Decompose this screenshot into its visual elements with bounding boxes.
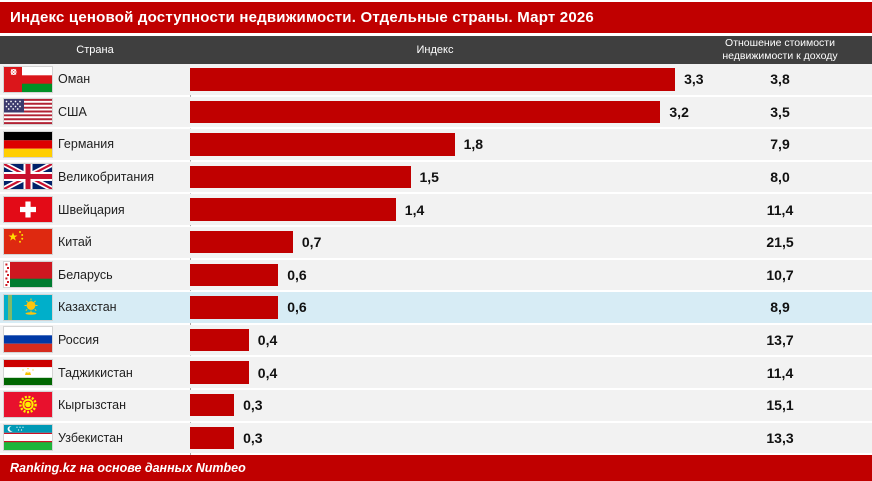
by-flag-icon <box>3 261 53 289</box>
kz-flag-icon <box>3 293 53 321</box>
country-label: Узбекистан <box>58 430 123 445</box>
country-label: Беларусь <box>58 267 113 282</box>
table-row: Оман 3,3 3,8 <box>0 64 872 95</box>
index-bar <box>190 133 455 156</box>
ratio-value-label: 13,7 <box>766 332 794 349</box>
kg-flag-icon <box>3 391 53 419</box>
cn-flag-icon <box>3 228 53 256</box>
country-label: Китай <box>58 235 92 250</box>
table-row: Великобритания 1,5 8,0 <box>0 161 872 193</box>
index-bar <box>190 198 396 221</box>
index-bar <box>190 361 249 384</box>
column-header-index: Индекс <box>416 44 454 56</box>
om-flag-icon <box>3 65 53 93</box>
ratio-value-label: 21,5 <box>766 234 794 251</box>
ratio-value-label: 3,5 <box>770 103 790 120</box>
bar-baseline-dashed-line <box>190 64 191 455</box>
country-rows: Оман 3,3 3,8 США 3,2 3,5 Германия 1,8 7,… <box>0 64 872 455</box>
table-row: Таджикистан 0,4 11,4 <box>0 357 872 388</box>
country-label: Россия <box>58 333 99 348</box>
column-header-country: Страна <box>76 44 114 56</box>
table-row: Китай 0,7 21,5 <box>0 226 872 258</box>
index-bar <box>190 296 279 319</box>
us-flag-icon <box>3 98 53 126</box>
ratio-value-label: 13,3 <box>766 429 794 446</box>
title-bar: Индекс ценовой доступности недвижимости.… <box>0 2 872 33</box>
gb-flag-icon <box>3 163 53 191</box>
table-row: Кыргызстан 0,3 15,1 <box>0 389 872 421</box>
index-value-label: 1,8 <box>463 136 484 153</box>
index-value-label: 3,2 <box>669 103 689 120</box>
index-value-label: 0,4 <box>257 332 278 349</box>
table-row: Россия 0,4 13,7 <box>0 324 872 356</box>
ratio-value-label: 11,4 <box>766 364 794 381</box>
table-row: Германия 1,8 7,9 <box>0 129 872 160</box>
index-value-label: 0,4 <box>257 364 278 381</box>
ratio-value-label: 8,9 <box>770 299 790 316</box>
country-label: Великобритания <box>58 170 154 185</box>
country-label: США <box>58 104 87 119</box>
index-bar <box>190 165 411 189</box>
index-value-label: 3,3 <box>684 71 704 88</box>
index-bar <box>190 230 293 254</box>
column-header-ratio: Отношение стоимости недвижимости к доход… <box>722 36 838 62</box>
table-row: Швейцария 1,4 11,4 <box>0 194 872 225</box>
index-value-label: 1,4 <box>404 201 425 218</box>
ratio-value-label: 3,8 <box>770 71 790 88</box>
index-bar <box>190 100 661 124</box>
de-flag-icon <box>3 130 53 158</box>
country-label: Таджикистан <box>58 365 133 380</box>
page-title: Индекс ценовой доступности недвижимости.… <box>10 9 594 26</box>
country-label: Германия <box>58 137 115 152</box>
index-value-label: 0,3 <box>243 397 263 414</box>
ch-flag-icon <box>3 195 53 223</box>
ratio-value-label: 10,7 <box>766 266 794 283</box>
source-credit: Ranking.kz на основе данных Numbeo <box>10 461 246 475</box>
ratio-value-label: 15,1 <box>766 397 794 414</box>
ratio-value-label: 11,4 <box>766 201 794 218</box>
tj-flag-icon <box>3 358 53 386</box>
index-value-label: 0,3 <box>243 429 263 446</box>
table-row: Узбекистан 0,3 13,3 <box>0 422 872 454</box>
index-value-label: 0,6 <box>287 266 307 283</box>
country-label: Швейцария <box>58 202 125 217</box>
index-value-label: 1,5 <box>419 169 439 186</box>
ru-flag-icon <box>3 326 53 354</box>
country-label: Оман <box>58 72 91 87</box>
footer-bar: Ranking.kz на основе данных Numbeo <box>0 455 872 481</box>
index-bar <box>190 393 235 417</box>
index-bar <box>190 68 676 91</box>
table-row: Казахстан 0,6 8,9 <box>0 292 872 323</box>
index-value-label: 0,7 <box>301 234 322 251</box>
uz-flag-icon <box>3 424 53 452</box>
ratio-value-label: 8,0 <box>770 169 790 186</box>
index-bar <box>190 328 249 352</box>
ratio-value-label: 7,9 <box>770 136 790 153</box>
index-value-label: 0,6 <box>287 299 307 316</box>
country-label: Казахстан <box>58 300 117 315</box>
column-header-row: Страна Индекс Отношение стоимости недвиж… <box>0 36 872 64</box>
country-label: Кыргызстан <box>58 398 127 413</box>
index-bar <box>190 263 279 287</box>
index-bar <box>190 426 235 450</box>
table-row: Беларусь 0,6 10,7 <box>0 259 872 291</box>
table-row: США 3,2 3,5 <box>0 96 872 128</box>
